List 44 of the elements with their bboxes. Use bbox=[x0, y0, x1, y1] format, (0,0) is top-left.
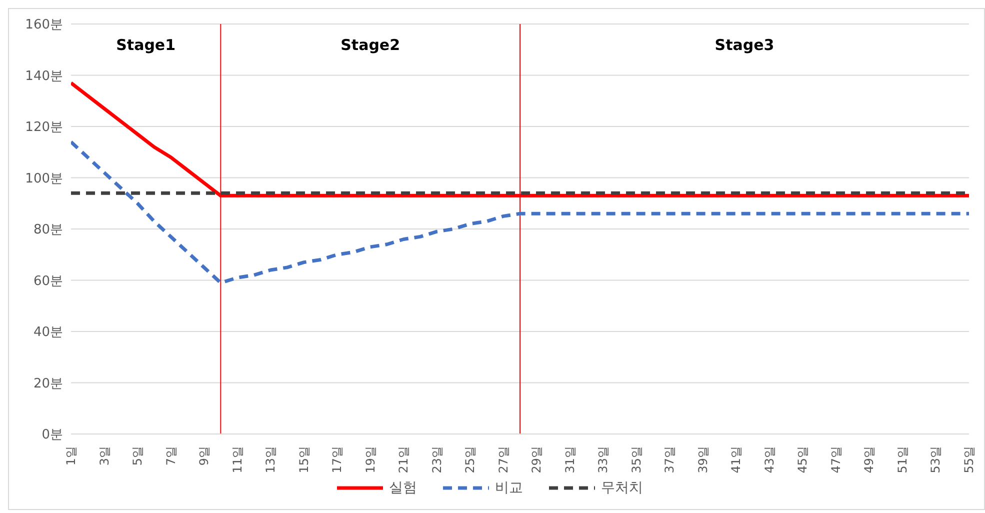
x-tick-label: 45일 bbox=[796, 446, 810, 474]
x-tick-label: 9일 bbox=[197, 446, 212, 466]
y-tick-label: 40분 bbox=[33, 325, 63, 340]
x-tick-label: 25일 bbox=[463, 446, 478, 474]
x-tick-label: 37일 bbox=[662, 446, 677, 474]
x-tick-label: 3일 bbox=[97, 446, 112, 466]
x-tick-label: 27일 bbox=[496, 446, 510, 474]
x-tick-label: 39일 bbox=[696, 446, 710, 474]
line-series bbox=[71, 140, 969, 285]
annotation: Stage3 bbox=[714, 36, 776, 54]
x-tick-label: 13일 bbox=[264, 446, 278, 474]
y-tick-label: 160분 bbox=[25, 18, 63, 33]
x-tick-label: 11일 bbox=[230, 446, 244, 474]
annotation: Stage2 bbox=[340, 36, 402, 54]
x-tick-label: 49일 bbox=[862, 446, 876, 474]
y-tick-label: 60분 bbox=[33, 274, 63, 289]
legend-label: 실험 bbox=[389, 479, 417, 497]
x-tick-label: 53일 bbox=[928, 446, 943, 474]
y-tick-label: 100분 bbox=[25, 171, 63, 186]
x-tick-label: 31일 bbox=[562, 446, 577, 474]
legend-label: 무처치 bbox=[601, 479, 643, 497]
x-tick-label: 7일 bbox=[164, 446, 178, 466]
x-tick-label: 41일 bbox=[729, 446, 744, 474]
x-tick-label: 23일 bbox=[430, 446, 444, 474]
x-tick-label: 5일 bbox=[130, 446, 145, 466]
x-tick-label: 17일 bbox=[330, 446, 344, 474]
x-tick-label: 55일 bbox=[962, 446, 976, 474]
x-tick-label: 1일 bbox=[64, 446, 78, 466]
y-tick-label: 0분 bbox=[42, 428, 63, 443]
y-tick-label: 80분 bbox=[33, 222, 63, 238]
x-tick-label: 19일 bbox=[363, 446, 378, 474]
x-tick-label: 33일 bbox=[596, 446, 610, 474]
x-tick-label: 35일 bbox=[629, 446, 644, 474]
x-tick-label: 51일 bbox=[895, 446, 910, 474]
x-tick-label: 47일 bbox=[828, 446, 843, 474]
y-tick-label: 120분 bbox=[25, 120, 63, 136]
y-tick-label: 140분 bbox=[25, 68, 63, 84]
x-tick-label: 43일 bbox=[762, 446, 776, 474]
x-tick-label: 29일 bbox=[530, 446, 544, 474]
x-tick-label: 21일 bbox=[396, 446, 411, 474]
x-tick-label: 15일 bbox=[296, 446, 311, 474]
legend-label: 비교 bbox=[495, 479, 523, 497]
annotation: Stage1 bbox=[115, 36, 177, 54]
y-tick-label: 20분 bbox=[33, 376, 63, 392]
